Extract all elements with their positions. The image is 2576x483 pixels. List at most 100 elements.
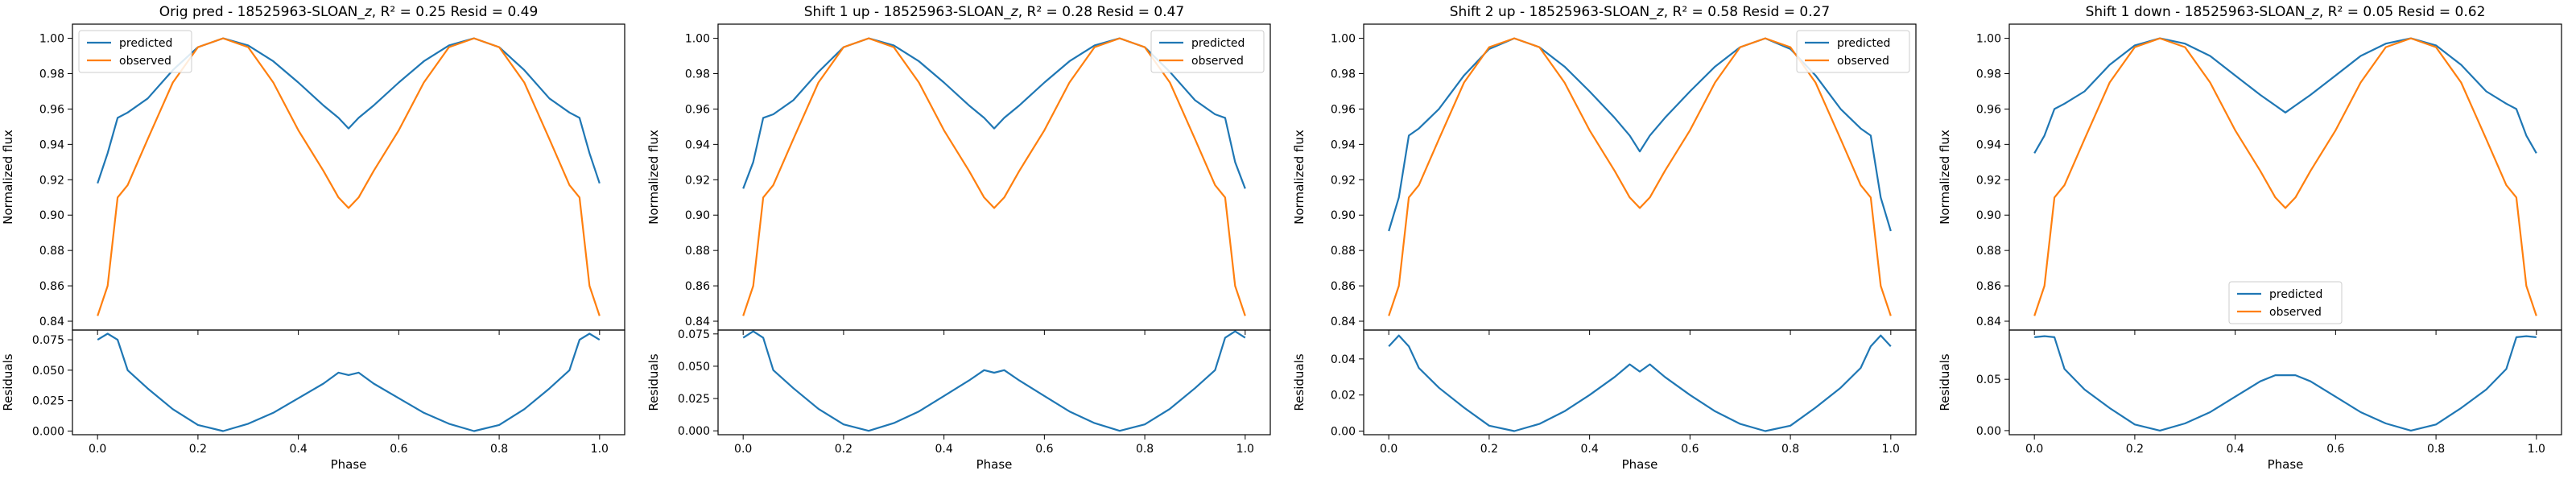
chart-title: Orig pred - 18525963-SLOAN_z, R² = 0.25 … [159,4,539,20]
resid-axes-frame [717,329,1271,436]
x-tick-label: 1.0 [2528,443,2545,456]
residuals-line [742,330,1246,432]
y-tick-label: 0.94 [1331,138,1356,151]
observed-line [97,37,601,316]
resid-axes-frame [2008,329,2562,436]
legend: predicted observed [1796,30,1910,73]
y-tick-label: 1.00 [1976,33,2001,46]
x-tick-label: 1.0 [591,443,609,456]
x-tick-label: 0.6 [2326,443,2344,456]
y-tick-label: 0.98 [39,68,64,81]
chart-panel: Shift 1 up - 18525963-SLOAN_z, R² = 0.28… [646,4,1271,472]
resid-y-tick-label: 0.025 [32,395,64,408]
y-tick-label: 0.88 [685,245,710,258]
x-tick-label: 0.4 [290,443,308,456]
y-axis-label: Normalized flux [1938,130,1952,225]
legend-label-observed: observed [1191,55,1244,68]
x-tick-label: 0.4 [1581,443,1599,456]
residuals-line [2034,335,2537,432]
y-tick-label: 0.98 [685,68,710,81]
x-tick-label: 0.4 [2227,443,2244,456]
y-tick-label: 0.86 [1331,280,1356,293]
legend-label-observed: observed [119,55,171,68]
x-tick-label: 0.6 [1681,443,1699,456]
y-tick-label: 0.94 [685,138,710,151]
resid-y-axis-label: Residuals [1938,353,1952,411]
chart-title-prefix: Shift 2 up - 18525963-SLOAN_ [1450,4,1657,20]
resid-y-tick-label: 0.050 [32,365,64,378]
predicted-line [1388,37,1892,232]
legend-box [1150,30,1265,73]
chart-title-band: z [2311,4,2320,20]
x-tick-label: 0.0 [1380,443,1397,456]
resid-y-tick-label: 0.05 [1976,374,2001,386]
y-axis-label: Normalized flux [1,130,15,225]
resid-y-tick-label: 0.00 [1976,425,2001,438]
y-tick-label: 0.84 [1976,316,2001,328]
x-tick-label: 1.0 [1882,443,1900,456]
chart-title: Shift 1 up - 18525963-SLOAN_z, R² = 0.28… [804,4,1185,20]
y-tick-label: 0.88 [1976,245,2001,258]
x-tick-label: 0.2 [1480,443,1498,456]
x-tick-label: 0.2 [835,443,852,456]
x-tick-label: 0.8 [1136,443,1154,456]
chart-title-prefix: Shift 1 down - 18525963-SLOAN_ [2086,4,2313,20]
legend-label-predicted: predicted [1837,37,1890,50]
x-tick-label: 0.8 [490,443,508,456]
resid-y-tick-label: 0.02 [1331,390,1356,402]
resid-y-tick-label: 0.075 [32,334,64,347]
chart-title-suffix: , R² = 0.05 Resid = 0.62 [2319,4,2486,20]
resid-y-tick-label: 0.000 [32,425,64,438]
resid-y-tick-label: 0.075 [678,328,710,341]
x-tick-label: 0.0 [89,443,106,456]
y-tick-label: 0.84 [39,316,64,328]
y-tick-label: 1.00 [39,33,64,46]
resid-y-tick-label: 0.00 [1331,426,1356,439]
x-tick-label: 0.6 [1035,443,1053,456]
resid-y-axis-label: Residuals [1292,353,1307,411]
legend: predicted observed [78,30,192,73]
x-axis-label: Phase [2268,457,2304,472]
resid-axes-frame [1363,329,1917,436]
x-tick-label: 0.2 [189,443,207,456]
x-tick-label: 0.8 [2427,443,2445,456]
y-tick-label: 0.96 [1331,103,1356,116]
chart-title: Shift 2 up - 18525963-SLOAN_z, R² = 0.58… [1450,4,1831,20]
y-tick-label: 0.88 [39,245,64,258]
chart-panel: Orig pred - 18525963-SLOAN_z, R² = 0.25 … [1,4,625,472]
y-tick-label: 0.86 [39,280,64,293]
predicted-line [97,37,601,184]
predicted-line [742,37,1246,189]
y-tick-label: 0.86 [685,280,710,293]
chart-title-suffix: , R² = 0.28 Resid = 0.47 [1018,4,1185,20]
chart-title-band: z [1010,4,1019,20]
y-axis-label: Normalized flux [646,130,661,225]
y-tick-label: 0.98 [1976,68,2001,81]
chart-title-suffix: , R² = 0.58 Resid = 0.27 [1664,4,1831,20]
x-tick-label: 0.0 [2025,443,2043,456]
resid-y-tick-label: 0.025 [678,393,710,406]
legend-label-observed: observed [1837,55,1889,68]
legend: predicted observed [1150,30,1265,73]
y-tick-label: 0.90 [39,209,64,222]
legend-box [78,30,192,73]
y-axis-label: Normalized flux [1292,130,1307,225]
legend-box [2228,281,2343,324]
y-tick-label: 0.96 [1976,103,2001,116]
x-axis-label: Phase [1622,457,1658,472]
y-tick-label: 0.84 [685,316,710,328]
legend-label-predicted: predicted [1191,37,1245,50]
x-tick-label: 0.0 [734,443,752,456]
y-tick-label: 0.94 [1976,138,2001,151]
y-tick-label: 0.86 [1976,280,2001,293]
chart-title-prefix: Shift 1 up - 18525963-SLOAN_ [804,4,1012,20]
legend-label-predicted: predicted [119,37,172,50]
chart-title-band: z [1656,4,1665,20]
x-tick-label: 0.8 [1781,443,1799,456]
observed-line [742,37,1246,316]
x-tick-label: 0.4 [935,443,953,456]
resid-y-tick-label: 0.050 [678,361,710,374]
y-tick-label: 0.92 [39,174,64,187]
x-axis-label: Phase [976,457,1013,472]
